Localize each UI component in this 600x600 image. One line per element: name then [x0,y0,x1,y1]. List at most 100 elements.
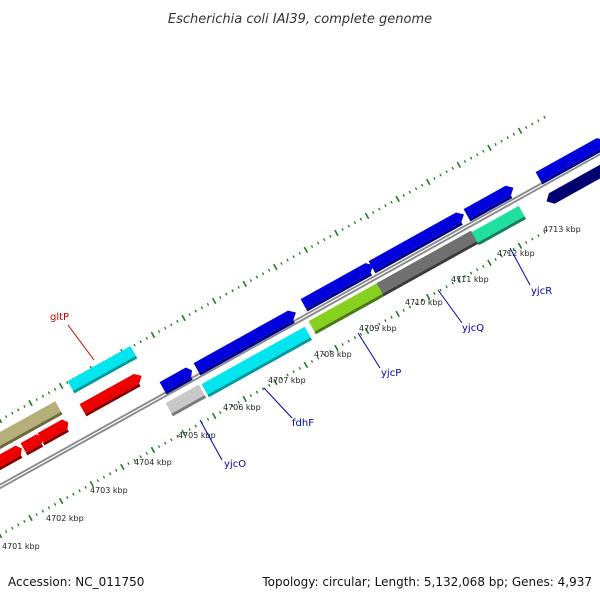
gene-label-fdhf[interactable]: fdhF [292,418,314,429]
minor-tick [53,387,57,391]
major-tick [181,429,186,437]
gene-feature[interactable] [79,371,146,417]
minor-tick [500,254,503,258]
minor-tick [476,268,479,272]
minor-tick [414,187,418,191]
minor-tick [414,302,418,306]
major-tick [58,497,64,505]
gene-feature[interactable] [0,444,26,474]
minor-tick [261,387,265,391]
gene-label-yjco[interactable]: yjcO [224,459,246,470]
minor-tick [292,370,295,374]
minor-tick [194,424,197,428]
gene-feature[interactable] [20,432,47,456]
major-tick [395,310,400,318]
minor-tick [78,489,81,493]
gene-feature[interactable] [159,366,197,395]
minor-tick [512,132,516,136]
minor-tick [524,240,528,244]
major-tick [242,395,247,403]
minor-tick [537,119,540,123]
gene-feature[interactable] [37,418,73,446]
minor-tick [433,291,436,295]
minor-tick [445,285,448,289]
minor-tick [482,149,485,153]
accession-text: Accession: NC_011750 [8,575,144,589]
minor-tick [500,139,503,143]
major-tick [456,276,462,283]
gene-label-gltp[interactable]: gltP [50,312,69,323]
major-tick [211,297,217,305]
gene-feature[interactable] [544,161,600,207]
tick-label: 4708 kbp [314,350,352,359]
gene-feature[interactable] [300,260,378,312]
genome-summary-text: Topology: circular; Length: 5,132,068 bp… [261,575,592,589]
gene-label-yjcp[interactable]: yjcP [381,368,401,379]
tick-label: 4704 kbp [134,458,172,467]
minor-tick [47,506,51,510]
minor-tick [41,394,45,398]
gene-label-yjcr[interactable]: yjcR [531,286,552,297]
minor-tick [543,115,546,119]
minor-tick [378,207,381,211]
gene-feature[interactable] [201,326,313,398]
major-tick [303,361,309,369]
gene-feature[interactable] [463,183,518,222]
minor-tick [231,404,234,408]
minor-tick [537,234,540,238]
map-title: Escherichia coli IAI39, complete genome [168,12,432,27]
minor-tick [225,407,228,411]
minor-tick [384,204,387,208]
gene-feature[interactable] [535,135,600,185]
gene-feature[interactable] [376,230,479,297]
minor-tick [543,230,546,234]
major-tick [211,412,217,420]
gene-feature[interactable] [471,205,527,246]
minor-tick [469,271,473,275]
gene-labels: gltP yjcO fdhF yjcP yjcQ yjcR [50,286,552,470]
minor-tick [531,237,534,241]
minor-tick [157,330,161,334]
minor-tick [316,356,320,360]
major-tick [58,382,64,390]
minor-tick [280,262,283,265]
minor-tick [347,339,350,343]
minor-tick [524,125,528,129]
gene-feature[interactable] [308,283,385,335]
gene-feature[interactable] [165,384,207,417]
minor-tick [353,221,357,225]
minor-tick [139,340,142,344]
major-tick [242,280,247,288]
major-tick [456,161,462,168]
minor-tick [41,509,45,513]
minor-tick [494,142,497,146]
minor-tick [188,428,191,432]
minor-tick [255,275,259,279]
tick-label: 4713 kbp [543,225,581,234]
minor-tick [133,343,136,347]
gene-feature[interactable] [193,308,300,376]
minor-tick [219,296,222,300]
minor-tick [329,234,332,238]
major-tick [181,314,186,322]
minor-tick [359,217,363,221]
gene-feature[interactable] [67,346,138,394]
minor-tick [329,349,332,353]
tick-label: 4702 kbp [46,514,84,523]
minor-tick [469,156,473,160]
minor-tick [249,279,253,283]
minor-tick [390,315,393,319]
minor-tick [476,153,479,157]
gene-feature[interactable] [368,210,468,274]
major-tick [334,344,339,352]
minor-tick [35,513,38,517]
gene-label-yjcq[interactable]: yjcQ [462,323,484,334]
minor-tick [268,268,271,272]
minor-tick [170,323,173,327]
minor-tick [47,391,51,395]
minor-tick [353,336,357,340]
tick-label: 4706 kbp [223,403,261,412]
major-tick [487,259,492,266]
gene-feature[interactable] [0,401,63,455]
